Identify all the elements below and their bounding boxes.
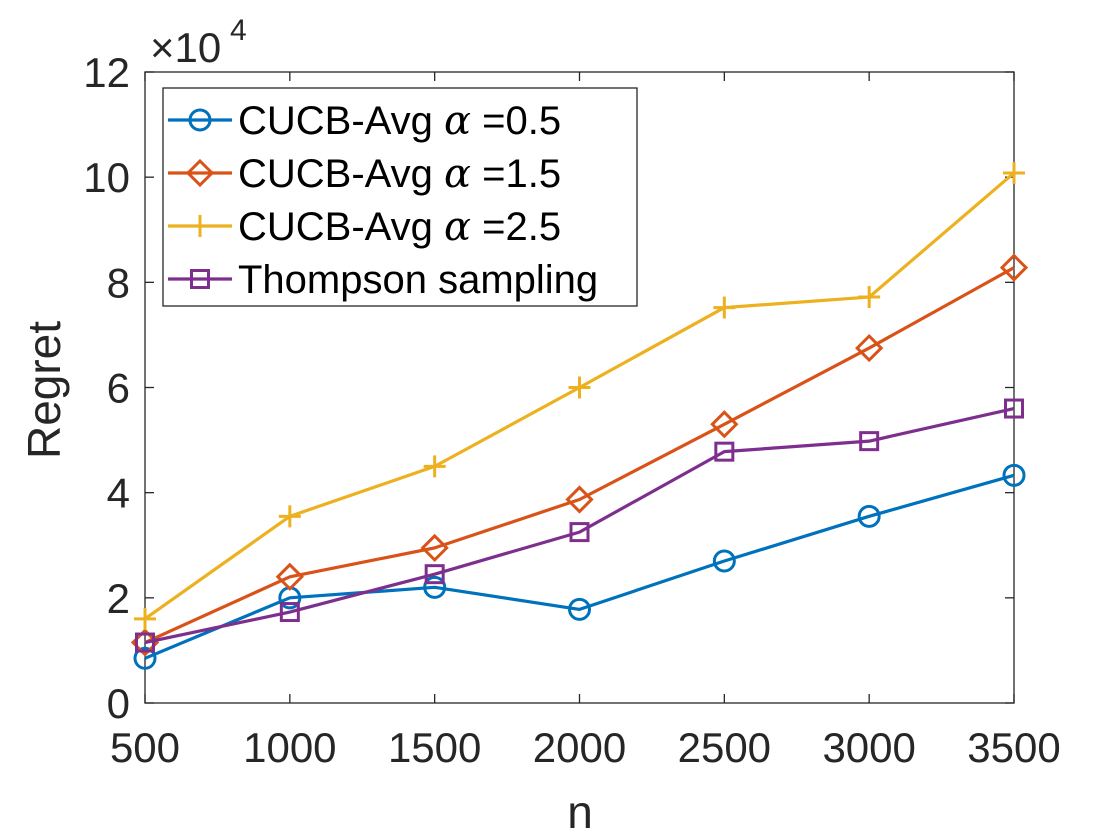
series-0 [133,463,1026,670]
y-tick-label: 10 [83,154,130,201]
data-point [1002,463,1026,487]
legend-marker [188,108,212,132]
legend-label: CUCB-Avg α =0.5 [238,98,561,144]
x-tick-label: 3000 [822,724,915,771]
legend-entry: CUCB-Avg α =0.5 [168,98,561,144]
series-line [144,473,1015,660]
data-point [133,646,157,670]
data-point [134,607,156,630]
data-point [1003,161,1025,184]
data-point [423,575,447,599]
legend-marker [185,158,215,188]
data-point [713,296,736,319]
data-point [569,522,590,543]
y-tick-label: 8 [107,259,130,306]
legend-entry: Thompson sampling [168,258,598,302]
x-tick-label: 1000 [243,724,336,771]
series-line [144,406,1015,645]
y-tick-label: 12 [83,49,130,96]
data-point [859,431,880,452]
legend-marker [189,215,211,237]
y-tick-label: 0 [107,680,130,727]
series-2 [134,161,1025,630]
y-axis-label: Regret [18,321,70,459]
legend-label: Thompson sampling [238,258,598,302]
legend-marker [190,269,210,289]
data-point [135,632,155,653]
y-axis-exponent: 4 [230,14,247,47]
data-point [857,504,881,528]
data-point [710,410,739,439]
series-3 [135,398,1024,653]
series-line [144,266,1015,644]
data-point [714,441,735,462]
data-point [999,253,1029,282]
data-point [858,286,881,309]
y-tick-label: 2 [107,575,130,622]
x-tick-label: 2000 [533,724,626,771]
data-point [1004,398,1024,419]
data-point [712,549,736,573]
data-point [275,562,304,591]
legend-entry: CUCB-Avg α =2.5 [168,204,561,250]
data-point [278,505,301,528]
x-tick-label: 1500 [388,724,481,771]
y-axis-multiplier: ×10 [150,24,221,71]
y-tick-label: 4 [107,470,130,517]
data-point [568,376,591,399]
legend-entry: CUCB-Avg α =1.5 [168,151,561,197]
data-point [279,602,300,623]
x-axis-label: n [567,786,593,838]
data-point [855,333,884,363]
x-tick-label: 3500 [967,724,1060,771]
data-point [565,485,594,514]
legend-box [162,87,638,307]
legend-label: CUCB-Avg α =2.5 [238,204,561,250]
x-tick-label: 500 [110,724,180,771]
data-point [423,455,446,478]
x-tick-label: 2500 [678,724,771,771]
legend-label: CUCB-Avg α =1.5 [238,151,561,197]
data-point [568,597,591,621]
y-tick-label: 6 [107,365,130,412]
series-1 [130,253,1029,657]
data-point [424,564,445,585]
data-point [420,533,449,563]
